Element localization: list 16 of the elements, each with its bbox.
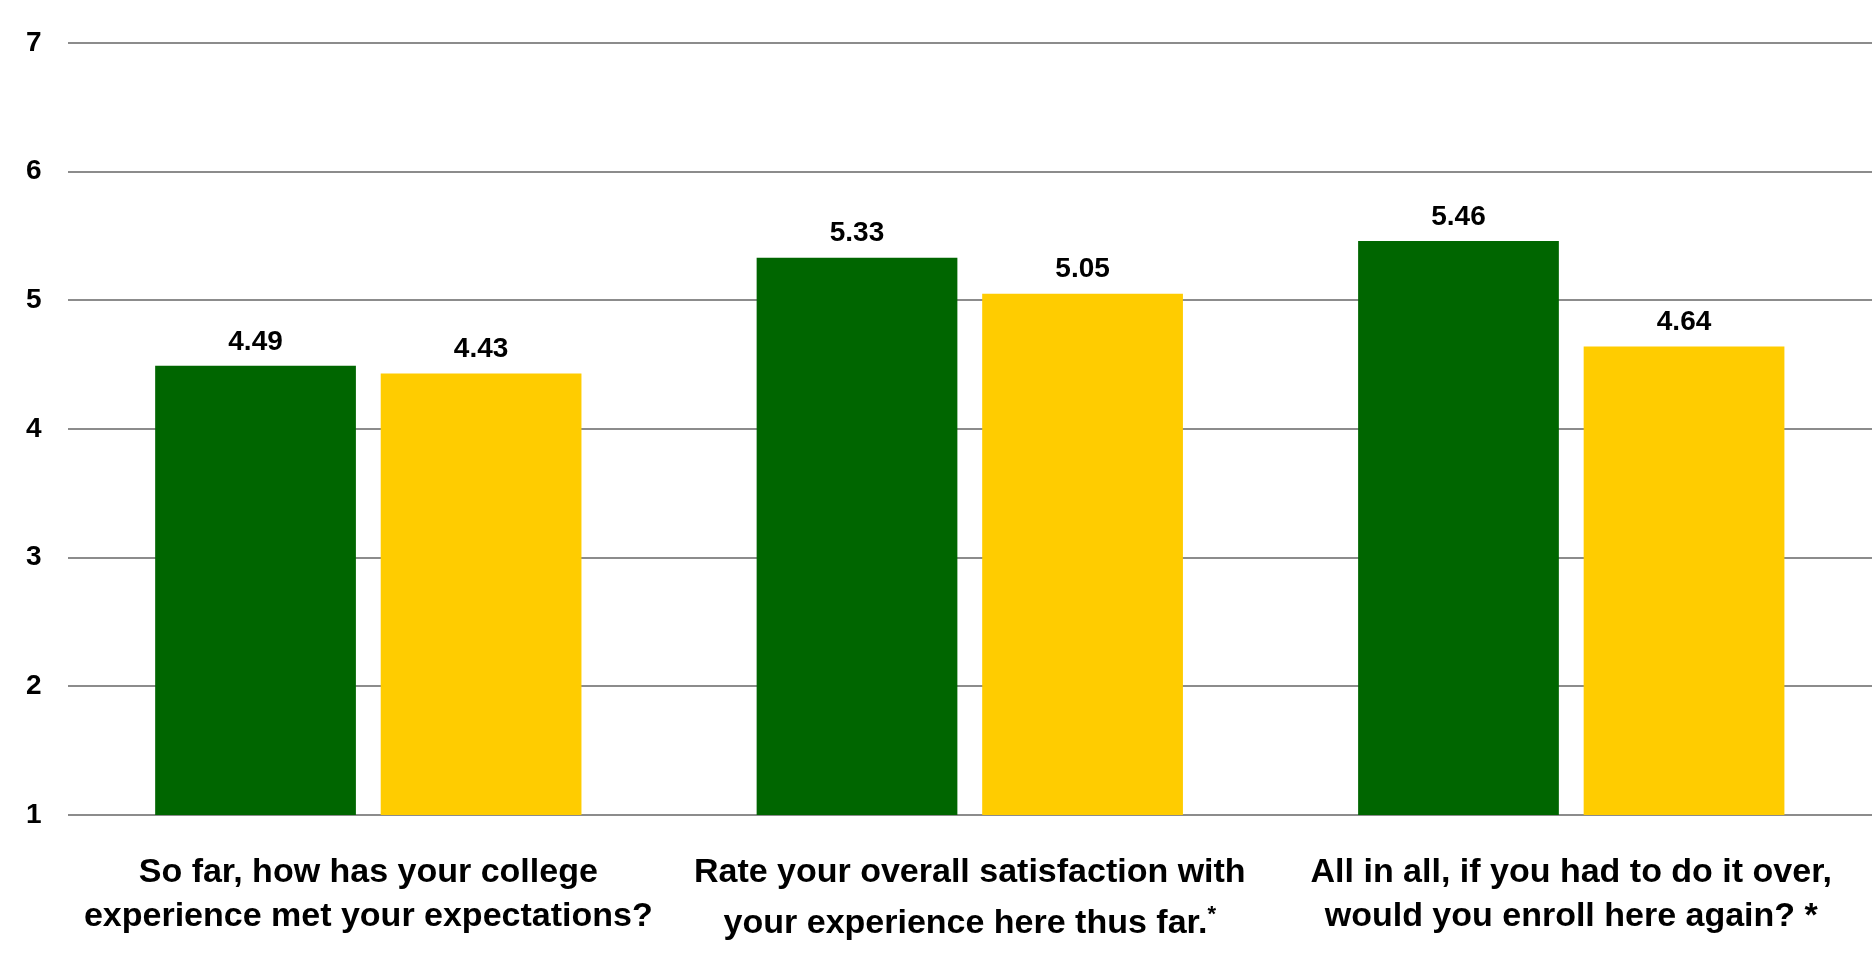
data-label: 4.64 — [1656, 305, 1712, 337]
y-tick-label: 3 — [25, 540, 42, 572]
x-tick-label: So far, how has your college experience met your expectations? — [82, 850, 654, 935]
data-label: 5.05 — [1055, 252, 1110, 284]
data-label: 5.46 — [1431, 199, 1486, 231]
data-label: 4.43 — [453, 332, 509, 364]
data-label: 5.33 — [829, 216, 885, 248]
y-tick-label: 4 — [25, 411, 42, 443]
y-tick-label: 6 — [25, 154, 42, 186]
y-tick-label: 1 — [25, 797, 42, 829]
x-tick-label: Rate your overall satisfaction with your experience here thus far.$^{*}$ — [692, 850, 1247, 943]
y-tick-label: 5 — [25, 282, 42, 314]
y-tick-label: 2 — [25, 669, 42, 701]
y-tick-label: 7 — [25, 25, 42, 57]
data-label: 4.49 — [228, 324, 283, 356]
x-tick-label: All in all, if you had to do it over, would you enroll here again? * — [1309, 850, 1833, 935]
